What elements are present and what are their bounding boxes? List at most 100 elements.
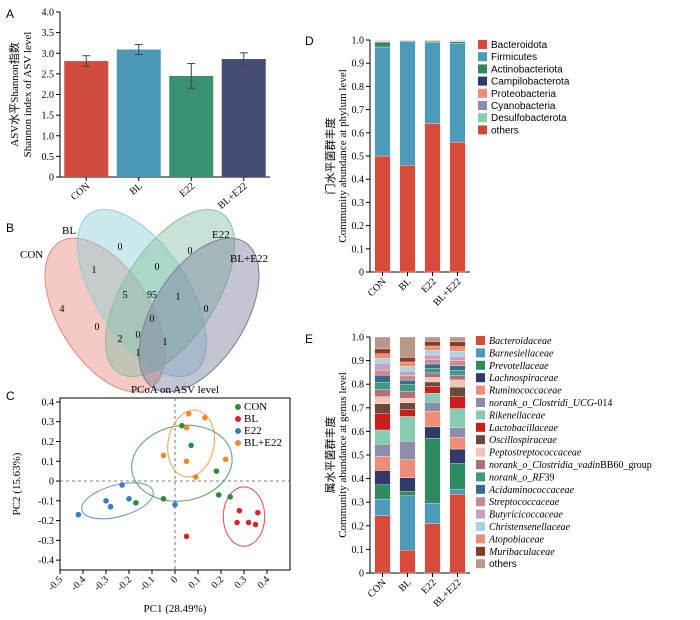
bar-segment	[374, 444, 391, 457]
x-tick-label: BL	[397, 577, 414, 594]
data-point-con	[213, 468, 220, 474]
legend-swatch	[478, 40, 487, 49]
data-point-bl-e22	[202, 414, 208, 421]
bar-segment	[374, 470, 391, 485]
data-point-e22	[172, 501, 178, 508]
y-axis-label-en: Community abundance at phylum level	[337, 69, 349, 243]
bar-segment	[374, 336, 391, 350]
bar-segment	[374, 42, 391, 48]
bar-segment	[424, 402, 441, 412]
legend-label: Cyanobacteria	[491, 101, 556, 112]
bar-segment	[449, 386, 466, 397]
data-point-bl-e22	[222, 456, 229, 463]
bar-segment	[449, 365, 466, 371]
data-point-bl	[234, 519, 240, 526]
bar-segment	[399, 416, 416, 442]
bar-segment	[424, 523, 441, 574]
y-tick-label: 0.8	[352, 380, 365, 391]
data-point-bl	[252, 521, 259, 528]
legend-swatch	[478, 113, 487, 123]
legend-swatch	[476, 472, 485, 482]
data-point-con	[160, 496, 167, 502]
bar-segment	[399, 459, 416, 478]
bar-segment	[449, 463, 466, 490]
y-tick-label: -0.3	[38, 536, 54, 547]
bar-segment	[399, 402, 416, 410]
y-tick-label: 2.5	[42, 69, 55, 80]
bar-segment	[399, 379, 416, 385]
x-tick-label: 0.4	[256, 574, 273, 591]
venn-set-label: CON	[20, 249, 43, 261]
bar-segment	[374, 515, 391, 574]
y-tick-label: 0.7	[352, 105, 365, 116]
bar-segment	[399, 409, 416, 417]
y-tick-label: 0.4	[352, 474, 365, 485]
bar-segment	[374, 363, 391, 371]
legend-swatch	[478, 76, 487, 86]
venn-region-count: 1	[176, 292, 181, 303]
bar-segment	[374, 498, 391, 516]
bar-segment	[399, 491, 416, 496]
data-point-e22	[107, 503, 114, 510]
y-tick-label: 0.1	[352, 244, 365, 255]
bar-segment	[374, 484, 391, 500]
data-point-bl-e22	[183, 424, 190, 431]
y-axis-label-cn: 属水平菌群丰度	[323, 417, 337, 494]
panel-a-shannon-chart: 0 0.5 1.0 1.5 2.0 2.5 3.0 3.5 4.0 CON BL E22 BL+E22 A…	[7, 8, 270, 211]
venn-set-label: E22	[212, 229, 230, 241]
legend-label: others	[491, 125, 519, 136]
y-tick-label: 1.0	[352, 333, 365, 344]
data-point-e22	[103, 498, 109, 504]
legend-marker	[235, 440, 241, 446]
bar-segment	[424, 503, 441, 524]
legend-label: others	[489, 559, 517, 570]
legend-label: BL+E22	[244, 437, 282, 449]
x-tick-label: BL	[397, 276, 414, 293]
bar-segment	[399, 550, 416, 574]
bar-segment	[449, 360, 466, 366]
y-tick-label: 0.1	[42, 457, 55, 468]
venn-region-count: 1	[163, 337, 168, 348]
bar-segment	[449, 448, 466, 464]
legend-swatch	[476, 422, 485, 432]
legend-label: BL	[244, 413, 258, 425]
x-tick-label: 0	[169, 574, 180, 585]
legend-swatch	[476, 348, 485, 358]
bar-segment	[424, 381, 441, 387]
y-tick-label: 3.0	[42, 49, 55, 60]
bar-segment	[424, 354, 441, 360]
bar-segment	[449, 351, 466, 357]
legend-label: Barnesiellaceae	[489, 348, 554, 359]
bar-con	[64, 61, 109, 177]
bar-segment	[374, 353, 391, 359]
venn-set-label: BL	[62, 225, 76, 237]
legend-label: Peptostreptococcaceae	[488, 448, 582, 459]
panel-label-c: C	[6, 389, 15, 403]
legend-swatch	[476, 497, 485, 507]
x-tick-label: E22	[419, 276, 438, 295]
legend-label: Butyricicoccaceae	[489, 510, 563, 521]
y-tick-label: 0	[359, 569, 364, 580]
bar-segment	[449, 379, 466, 388]
y-tick-label: 0.1	[352, 545, 365, 556]
legend-label: Proteobacteria	[491, 89, 556, 100]
bar-segment	[449, 141, 466, 273]
y-tick-label: 0.9	[352, 356, 365, 367]
legend-label: Desulfobacterota	[491, 113, 567, 124]
legend-label-plain-part: 39	[545, 472, 555, 483]
bar-segment	[399, 398, 416, 403]
legend-swatch	[476, 546, 485, 556]
bar-segment	[399, 477, 416, 492]
data-point-con	[227, 494, 233, 500]
data-point-bl-e22	[160, 452, 167, 459]
panel-label-e: E	[305, 332, 313, 346]
x-tick-label: E22	[178, 181, 197, 200]
panel-c-pcoa-scatter: -0.4-0.3-0.2-0.100.10.20.30.4-0.5 -0.4 -0.…	[11, 384, 291, 615]
legend-label: Prevotellaceae	[488, 361, 549, 372]
bar-segment	[449, 396, 466, 409]
legend-swatch	[478, 64, 487, 74]
x-tick-label: -0.2	[115, 574, 134, 593]
bar-segment	[374, 348, 391, 354]
legend-label: Muribaculaceae	[488, 547, 555, 558]
